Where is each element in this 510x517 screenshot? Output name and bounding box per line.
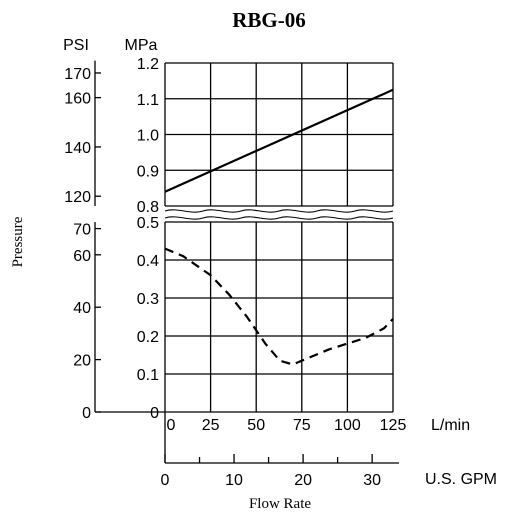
mpa-tick-label: 0.5 [137,215,159,232]
psi-tick-label: 20 [73,353,91,370]
y-axis-label: Pressure [10,216,26,267]
mpa-tick-label: 0.4 [137,253,159,270]
mpa-tick-label: 1.0 [137,128,159,145]
axis-break-wave-lower [164,216,394,220]
axis-break-wave-upper [164,209,394,213]
gpm-tick-label: 10 [225,472,243,489]
mpa-tick-label: 1.2 [137,56,159,73]
x-axis-label: Flow Rate [249,496,311,512]
mpa-tick-label: 0.1 [137,367,159,384]
mpa-axis-unit: MPa [125,37,158,54]
lpm-tick-label: 75 [293,417,311,434]
psi-tick-label: 70 [73,222,91,239]
psi-tick-label: 170 [64,66,91,83]
psi-tick-label: 40 [73,300,91,317]
gpm-tick-label: 20 [294,472,312,489]
series-group [164,88,394,366]
psi-tick-label: 160 [64,91,91,108]
mpa-tick-label: 0.8 [137,199,159,216]
mpa-tick-label: 0 [150,405,159,422]
lpm-tick-label: 125 [380,417,407,434]
lpm-unit-label: L/min [431,417,470,434]
lpm-tick-label: 100 [334,417,361,434]
gpm-tick-label: 0 [161,472,170,489]
series-line-dashed [164,247,394,366]
lpm-tick-label: 25 [202,417,220,434]
mpa-tick-label: 0.3 [137,291,159,308]
psi-tick-label: 60 [73,248,91,265]
mpa-tick-label: 0.2 [137,329,159,346]
mpa-tick-label: 1.1 [137,92,159,109]
psi-tick-label: 0 [82,405,91,422]
psi-tick-label: 120 [64,189,91,206]
lpm-tick-label: 0 [167,417,176,434]
grid-group [164,62,394,413]
series-line-solid [164,88,394,193]
lpm-tick-label: 50 [247,417,265,434]
mpa-tick-label: 0.9 [137,163,159,180]
gpm-tick-label: 30 [363,472,381,489]
axes-group [94,60,399,464]
gpm-unit-label: U.S. GPM [425,471,497,488]
psi-axis-unit: PSI [63,37,89,54]
ticks-group: 170 160 140 120 70 60 40 20 0 1.2 1.1 1.0 0.9 0.80.5 0… [64,56,406,489]
psi-tick-label: 140 [64,140,91,157]
chart-title: RBG-06 [232,8,306,32]
